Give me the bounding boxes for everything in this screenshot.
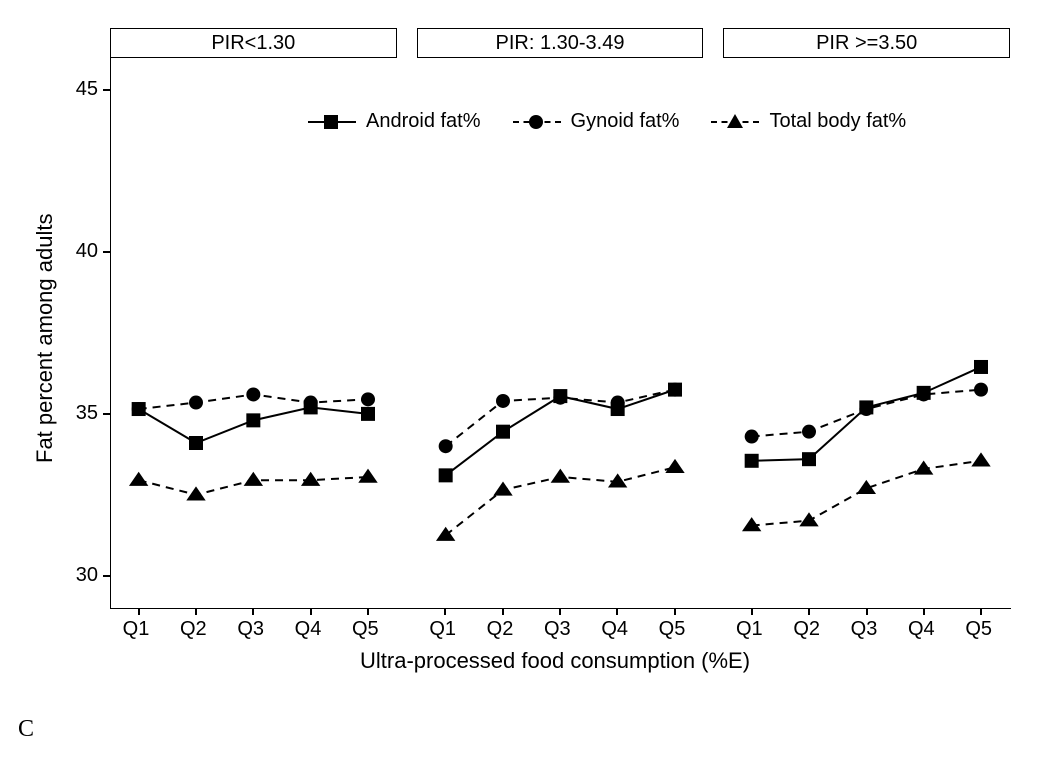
- x-tick: [444, 608, 446, 615]
- series-marker: [860, 402, 874, 416]
- series-marker: [553, 391, 567, 405]
- x-tick-label: Q4: [601, 618, 628, 641]
- panel-svg: [417, 58, 704, 608]
- series-marker: [974, 360, 988, 374]
- x-tick-label: Q5: [965, 618, 992, 641]
- x-tick: [195, 608, 197, 615]
- series-marker: [610, 396, 624, 410]
- x-tick-label: Q1: [429, 618, 456, 641]
- series-marker: [189, 396, 203, 410]
- series-marker: [550, 469, 569, 483]
- series-marker: [304, 396, 318, 410]
- x-tick-label: Q3: [237, 618, 264, 641]
- x-tick: [559, 608, 561, 615]
- series-marker: [361, 407, 375, 421]
- y-tick: [103, 413, 110, 415]
- series-marker: [358, 469, 377, 483]
- y-axis-title: Fat percent among adults: [32, 214, 58, 463]
- x-tick: [923, 608, 925, 615]
- y-tick-label: 45: [76, 78, 98, 101]
- series-marker: [745, 430, 759, 444]
- x-tick: [751, 608, 753, 615]
- y-tick-label: 35: [76, 402, 98, 425]
- x-tick: [502, 608, 504, 615]
- x-tick-label: Q5: [659, 618, 686, 641]
- series-marker: [802, 425, 816, 439]
- faceted-line-chart: 30 35 40 45 Fat percent among adults Ultra-pr…: [0, 0, 1050, 700]
- y-tick-label: 30: [76, 564, 98, 587]
- x-tick: [980, 608, 982, 615]
- x-tick-label: Q1: [123, 618, 150, 641]
- facet-label: PIR: 1.30-3.49: [417, 28, 704, 58]
- x-tick-label: Q1: [736, 618, 763, 641]
- series-marker: [493, 482, 512, 496]
- x-tick-label: Q3: [544, 618, 571, 641]
- series-marker: [974, 383, 988, 397]
- series-marker: [800, 512, 819, 526]
- series-marker: [361, 392, 375, 406]
- series-marker: [802, 452, 816, 466]
- page: 30 35 40 45 Fat percent among adults Ultra-pr…: [0, 0, 1050, 762]
- x-tick: [674, 608, 676, 615]
- y-tick: [103, 575, 110, 577]
- x-tick-label: Q4: [908, 618, 935, 641]
- series-marker: [246, 413, 260, 427]
- series-marker: [132, 402, 146, 416]
- x-axis-title: Ultra-processed food consumption (%E): [360, 648, 750, 674]
- x-tick: [367, 608, 369, 615]
- y-tick: [103, 89, 110, 91]
- series-marker: [745, 454, 759, 468]
- x-tick: [138, 608, 140, 615]
- x-tick: [616, 608, 618, 615]
- x-tick-label: Q4: [295, 618, 322, 641]
- panel-svg: [723, 58, 1010, 608]
- x-tick: [808, 608, 810, 615]
- series-marker: [129, 472, 148, 486]
- series-marker: [189, 436, 203, 450]
- x-tick: [866, 608, 868, 615]
- x-tick-label: Q2: [487, 618, 514, 641]
- panel-letter: C: [18, 716, 34, 743]
- y-tick: [103, 251, 110, 253]
- x-tick-label: Q2: [180, 618, 207, 641]
- series-marker: [668, 383, 682, 397]
- series-marker: [438, 439, 452, 453]
- panel-svg: [110, 58, 397, 608]
- series-marker: [244, 472, 263, 486]
- y-tick-label: 40: [76, 240, 98, 263]
- facet-label: PIR<1.30: [110, 28, 397, 58]
- x-tick-label: Q3: [851, 618, 878, 641]
- series-marker: [496, 394, 510, 408]
- series-marker: [436, 527, 455, 541]
- x-tick: [310, 608, 312, 615]
- x-tick: [252, 608, 254, 615]
- series-marker: [186, 486, 205, 500]
- series-marker: [246, 387, 260, 401]
- facet-label: PIR >=3.50: [723, 28, 1010, 58]
- series-marker: [917, 387, 931, 401]
- series-marker: [972, 452, 991, 466]
- series-marker: [665, 459, 684, 473]
- series-marker: [438, 468, 452, 482]
- x-tick-label: Q5: [352, 618, 379, 641]
- series-marker: [914, 460, 933, 474]
- x-tick-label: Q2: [793, 618, 820, 641]
- series-marker: [496, 425, 510, 439]
